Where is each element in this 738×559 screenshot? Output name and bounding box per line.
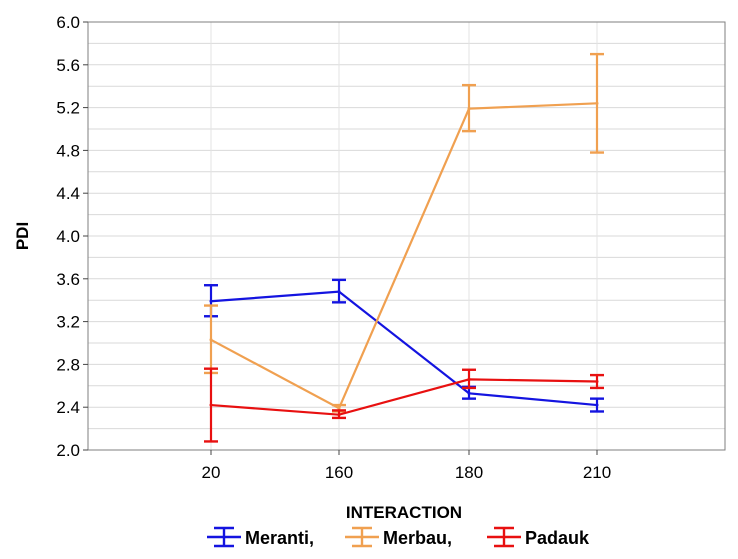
data-point (209, 403, 213, 407)
y-tick-label: 4.4 (56, 184, 80, 203)
data-point (337, 406, 341, 410)
y-tick-label: 6.0 (56, 13, 80, 32)
legend-item: Meranti, (207, 526, 314, 548)
legend-label: Merbau, (383, 528, 452, 548)
data-point (337, 413, 341, 417)
y-tick-label: 4.0 (56, 227, 80, 246)
series-line (210, 378, 598, 416)
x-axis: 20 160 180 210 (202, 450, 611, 482)
legend-item: Padauk (487, 526, 590, 548)
data-point (595, 380, 599, 384)
x-tick-label: 160 (325, 463, 353, 482)
x-tick-label: 20 (202, 463, 221, 482)
series-line (210, 102, 598, 410)
legend-label: Padauk (525, 528, 590, 548)
legend-item: Merbau, (345, 526, 452, 548)
y-tick-label: 5.2 (56, 99, 80, 118)
y-tick-label: 4.8 (56, 141, 80, 160)
series-2 (204, 52, 604, 413)
series-line (210, 290, 598, 407)
y-tick-label: 2.0 (56, 441, 80, 460)
legend-label: Meranti, (245, 528, 314, 548)
x-tick-label: 210 (583, 463, 611, 482)
y-axis: 2.0 2.4 2.8 3.2 3.6 4.0 4.4 4.8 5.2 5.6 6.0 (56, 13, 88, 460)
data-point (595, 101, 599, 105)
data-point (467, 377, 471, 381)
grid-lines (88, 21, 725, 451)
series-group (204, 52, 604, 443)
data-point (595, 403, 599, 407)
y-tick-label: 3.2 (56, 313, 80, 332)
series-1 (204, 278, 604, 413)
data-point (467, 107, 471, 111)
y-tick-label: 2.8 (56, 355, 80, 374)
legend: Meranti, Merbau, Padauk (207, 526, 590, 548)
data-point (209, 338, 213, 342)
x-tick-label: 180 (455, 463, 483, 482)
y-tick-label: 5.6 (56, 56, 80, 75)
data-point (209, 299, 213, 303)
y-tick-label: 3.6 (56, 270, 80, 289)
data-point (337, 290, 341, 294)
x-axis-title: INTERACTION (346, 503, 462, 522)
y-tick-label: 2.4 (56, 398, 80, 417)
series-3 (204, 367, 604, 443)
data-point (467, 391, 471, 395)
y-axis-title: PDI (13, 222, 32, 250)
